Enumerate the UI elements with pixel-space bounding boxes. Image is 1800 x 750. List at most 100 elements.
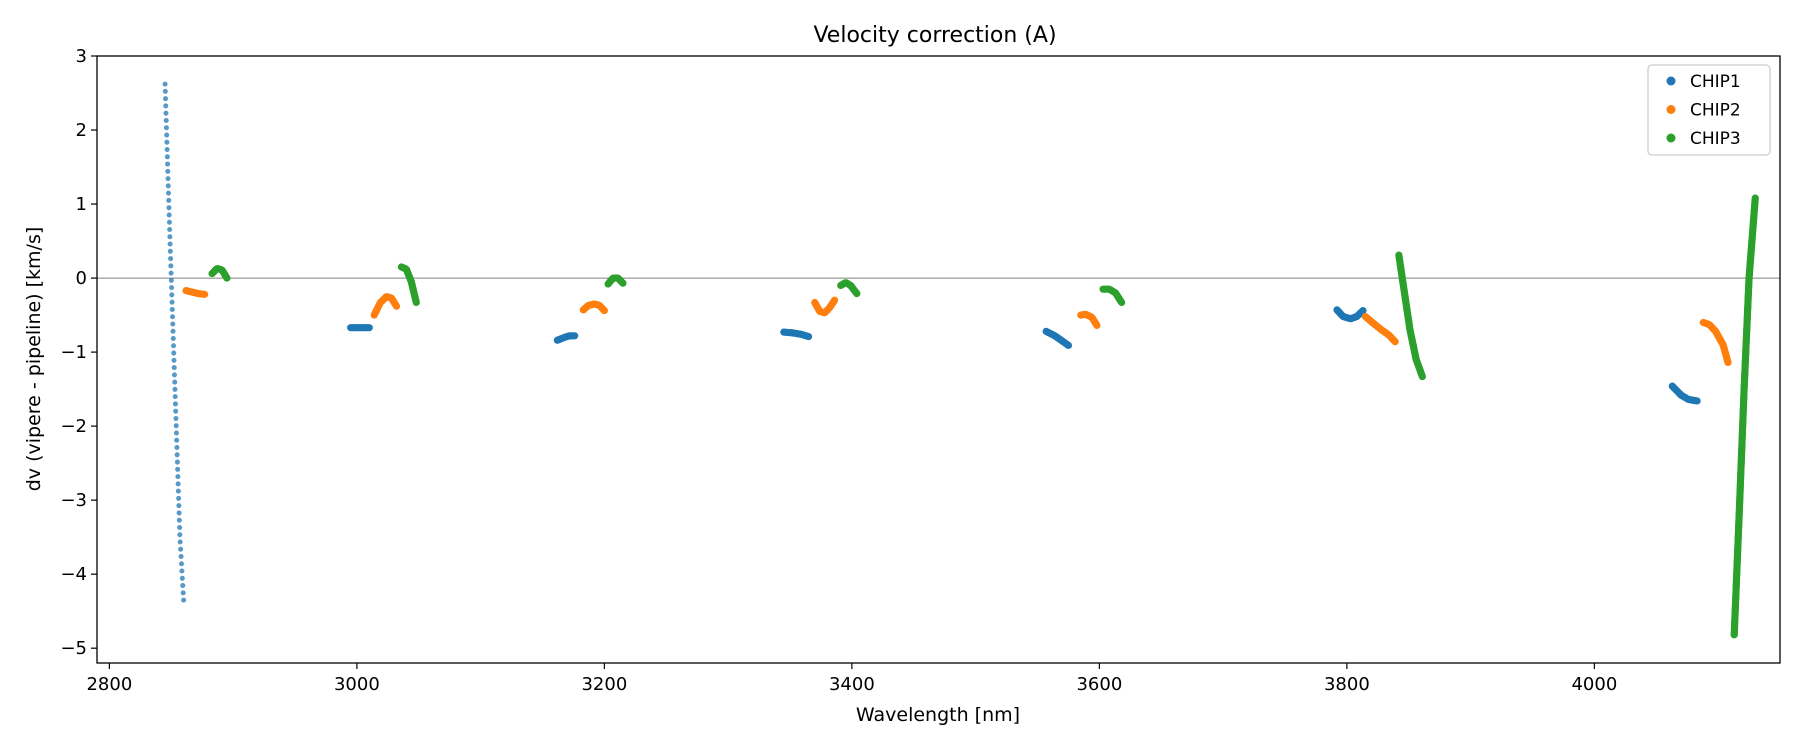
data-point — [170, 321, 176, 327]
data-point — [175, 466, 181, 472]
x-tick-label: 3600 — [1076, 674, 1122, 695]
data-point — [174, 437, 180, 443]
data-point — [1093, 321, 1101, 330]
legend-marker-chip3 — [1666, 133, 1676, 143]
x-axis: 2800 3000 3200 3400 3600 3800 4000 — [86, 663, 1617, 695]
data-point — [167, 226, 173, 232]
data-point — [178, 546, 184, 552]
data-point — [1693, 397, 1701, 405]
data-point — [600, 307, 608, 315]
data-point — [163, 125, 169, 131]
data-point — [163, 96, 169, 102]
y-axis-label: dv (vipere - pipeline) [km/s] — [23, 227, 45, 492]
x-tick-label: 3200 — [581, 674, 627, 695]
data-point — [166, 212, 172, 218]
data-point — [619, 279, 627, 287]
data-point — [172, 386, 178, 392]
data-point — [177, 532, 183, 538]
y-tick-label: −2 — [60, 416, 87, 437]
data-point — [173, 430, 179, 436]
data-point — [853, 290, 861, 298]
x-tick-label: 4000 — [1571, 674, 1617, 695]
data-point — [179, 575, 185, 581]
data-point — [172, 401, 178, 407]
data-point — [168, 256, 174, 262]
data-point — [168, 277, 174, 283]
data-point — [177, 524, 183, 530]
data-point — [170, 314, 176, 320]
plot-area — [96, 55, 1781, 664]
data-point — [176, 495, 182, 501]
y-tick-label: −3 — [60, 490, 87, 511]
data-point — [1064, 341, 1073, 350]
data-point — [392, 302, 401, 310]
data-point — [1391, 338, 1399, 346]
chart-title: Velocity correction (A) — [813, 23, 1056, 48]
plot-frame — [96, 55, 1781, 664]
data-point — [164, 132, 170, 138]
y-tick-label: 0 — [76, 268, 87, 289]
data-point — [176, 510, 182, 516]
data-point — [173, 415, 179, 421]
data-point — [171, 365, 177, 371]
data-point — [180, 583, 186, 589]
x-tick-label: 2800 — [86, 674, 132, 695]
data-point — [166, 219, 172, 225]
data-point — [166, 197, 172, 203]
data-point — [223, 274, 231, 282]
data-point — [171, 357, 177, 363]
data-point — [175, 488, 181, 494]
data-point — [173, 423, 179, 429]
data-point — [163, 117, 169, 123]
data-point — [166, 190, 171, 196]
x-tick-label: 3000 — [334, 674, 380, 695]
data-point — [176, 517, 182, 523]
data-point — [165, 168, 171, 174]
data-point — [1724, 358, 1732, 367]
data-point — [176, 503, 182, 509]
legend-label: CHIP1 — [1690, 72, 1741, 92]
data-point — [1118, 298, 1126, 307]
data-point — [172, 379, 178, 385]
data-point — [164, 139, 170, 145]
data-point — [571, 332, 579, 340]
data-point — [172, 394, 178, 400]
data-point — [169, 299, 175, 305]
data-point — [365, 324, 373, 332]
data-point — [168, 270, 174, 276]
data-point — [162, 88, 168, 94]
data-point — [175, 481, 181, 487]
data-point — [169, 306, 175, 312]
y-axis: 3 2 1 0 −1 −2 −3 −4 −5 — [60, 46, 97, 659]
data-point — [178, 554, 184, 560]
y-tick-label: −4 — [60, 564, 87, 585]
data-point — [1418, 372, 1426, 381]
data-point — [169, 285, 175, 291]
data-point — [164, 147, 170, 153]
data-point — [167, 241, 173, 247]
legend-label: CHIP2 — [1690, 101, 1741, 121]
data-point — [804, 332, 813, 341]
legend-marker-chip2 — [1666, 105, 1676, 114]
y-tick-label: 1 — [76, 194, 87, 215]
legend: CHIP1 CHIP2 CHIP3 — [1647, 64, 1771, 156]
data-point — [171, 350, 177, 356]
x-tick-label: 3400 — [829, 674, 875, 695]
data-point — [163, 103, 169, 109]
data-point — [165, 161, 171, 167]
data-point — [180, 590, 186, 596]
y-tick-label: 2 — [76, 120, 87, 141]
data-point — [830, 296, 839, 304]
legend-label: CHIP3 — [1690, 129, 1741, 149]
data-point — [166, 205, 172, 211]
x-axis-label: Wavelength [nm] — [856, 704, 1020, 726]
data-point — [168, 263, 174, 269]
data-point — [174, 445, 180, 451]
y-tick-label: −5 — [60, 638, 87, 659]
data-point — [175, 474, 181, 480]
series-chip1 — [162, 81, 1701, 603]
data-point — [179, 568, 185, 574]
data-point — [164, 154, 170, 160]
data-points — [162, 81, 1759, 639]
data-point — [412, 298, 420, 307]
